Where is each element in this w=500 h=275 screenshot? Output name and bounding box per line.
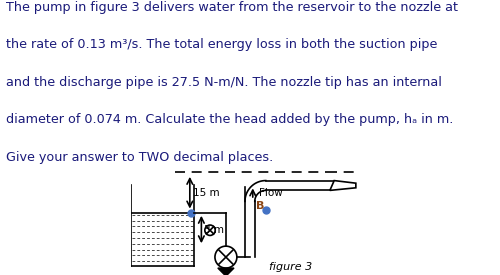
Text: B: B	[256, 201, 264, 211]
Polygon shape	[330, 181, 356, 190]
Polygon shape	[218, 268, 234, 275]
Text: 15 m: 15 m	[194, 188, 220, 198]
Text: and the discharge pipe is 27.5 N-m/N. The nozzle tip has an internal: and the discharge pipe is 27.5 N-m/N. Th…	[6, 76, 442, 89]
Text: 3 m: 3 m	[204, 224, 224, 235]
Text: figure 3: figure 3	[269, 262, 312, 271]
Text: diameter of 0.074 m. Calculate the head added by the pump, hₐ in m.: diameter of 0.074 m. Calculate the head …	[6, 113, 454, 126]
Text: Give your answer to TWO decimal places.: Give your answer to TWO decimal places.	[6, 151, 273, 164]
Text: Flow: Flow	[259, 188, 283, 198]
Text: the rate of 0.13 m³/s. The total energy loss in both the suction pipe: the rate of 0.13 m³/s. The total energy …	[6, 38, 438, 51]
Text: The pump in figure 3 delivers water from the reservoir to the nozzle at: The pump in figure 3 delivers water from…	[6, 1, 458, 14]
